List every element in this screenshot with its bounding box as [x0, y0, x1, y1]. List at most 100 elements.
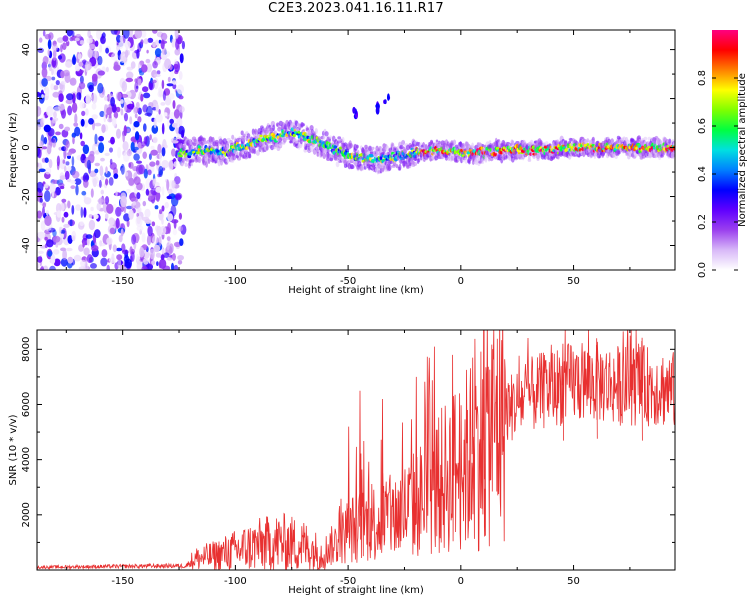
heatmap-noise-cell — [115, 190, 118, 197]
heatmap-trace-halo — [435, 139, 439, 143]
heatmap-trace-halo — [185, 155, 189, 163]
heatmap-echo-cell — [352, 106, 356, 114]
heatmap-noise-cell — [130, 141, 135, 152]
heatmap-noise-cell — [97, 55, 103, 66]
heatmap-noise-cell — [167, 222, 171, 234]
heatmap-noise-cell — [147, 169, 152, 176]
heatmap-trace-halo — [232, 154, 237, 161]
heatmap-noise-cell — [112, 104, 117, 113]
heatmap-noise-cell — [161, 248, 165, 254]
heatmap-noise-cell — [131, 234, 137, 245]
heatmap-noise-cell — [66, 30, 73, 37]
heatmap-noise-cell — [162, 47, 167, 55]
heatmap-noise-cell — [173, 109, 180, 119]
heatmap-noise-cell — [107, 118, 113, 123]
heatmap-noise-cell — [115, 217, 120, 229]
heatmap-noise-cell — [60, 232, 64, 239]
heatmap-noise-cell — [37, 146, 41, 157]
heatmap-echo-cell — [387, 93, 390, 101]
heatmap-noise-cell — [62, 159, 66, 164]
heatmap-noise-cell — [133, 121, 140, 128]
heatmap-noise-cell — [79, 40, 85, 45]
heatmap-noise-cell — [161, 160, 169, 169]
figure-title: C2E3.2023.041.16.11.R17 — [268, 1, 444, 16]
heatmap-noise-cell — [51, 187, 55, 198]
heatmap-noise-cell — [175, 194, 182, 201]
heatmap-noise-cell — [166, 83, 174, 87]
heatmap-noise-cell — [74, 113, 78, 125]
heatmap-noise-cell — [109, 147, 113, 153]
heatmap-trace-halo — [591, 140, 596, 145]
heatmap-trace-halo — [341, 136, 345, 144]
heatmap-noise-cell — [161, 147, 166, 157]
heatmap-trace-halo — [300, 123, 306, 127]
heatmap-noise-cell — [171, 38, 176, 48]
heatmap-noise-cell — [71, 30, 75, 37]
heatmap-noise-cell — [98, 142, 105, 154]
heatmap-noise-cell — [47, 250, 53, 257]
heatmap-noise-cell — [139, 247, 145, 258]
heatmap-echo-cell — [375, 103, 380, 109]
heatmap-noise-cell — [124, 102, 127, 112]
heatmap-noise-cell — [72, 136, 75, 145]
heatmap-noise-cell — [61, 129, 69, 138]
heatmap-noise-cell — [38, 37, 43, 43]
heatmap-noise-cell — [179, 238, 184, 247]
heatmap-noise-cell — [134, 113, 138, 119]
heatmap-noise-cell — [40, 220, 46, 231]
heatmap-trace-halo — [294, 139, 299, 144]
heatmap-trace-halo — [511, 140, 515, 146]
heatmap-noise-cell — [45, 86, 50, 97]
heatmap-trace-halo — [243, 133, 246, 138]
heatmap-noise-cell — [75, 65, 81, 72]
heatmap-trace-halo — [312, 143, 316, 148]
heatmap-noise-cell — [126, 149, 132, 157]
heatmap-noise-cell — [127, 128, 130, 133]
heatmap-noise-cell — [161, 123, 165, 135]
heatmap-noise-cell — [109, 158, 113, 165]
heatmap-noise-cell — [137, 116, 142, 123]
heatmap-noise-cell — [63, 148, 67, 160]
heatmap-noise-cell — [122, 141, 129, 151]
heatmap-trace-halo — [360, 164, 365, 171]
heatmap-noise-cell — [149, 248, 155, 260]
heatmap-noise-cell — [42, 55, 49, 65]
heatmap-trace-halo — [231, 134, 235, 140]
heatmap-noise-cell — [112, 244, 117, 253]
heatmap-noise-cell — [115, 206, 122, 217]
heatmap-noise-cell — [124, 112, 128, 122]
heatmap-noise-cell — [83, 247, 90, 256]
snr-y-tick-label: 6000 — [21, 392, 32, 417]
heatmap-noise-cell — [153, 244, 161, 253]
heatmap-noise-cell — [167, 213, 174, 222]
heatmap-noise-cell — [153, 73, 161, 78]
heatmap-noise-cell — [133, 153, 140, 161]
heatmap-noise-cell — [140, 39, 144, 45]
heatmap-noise-cell — [137, 78, 142, 86]
heatmap-noise-cell — [163, 112, 168, 117]
heatmap-noise-cell — [101, 249, 108, 258]
heatmap-noise-cell — [158, 236, 162, 247]
heatmap-trace-halo — [226, 157, 230, 164]
heatmap-noise-cell — [171, 122, 178, 128]
snr-y-tick-label: 4000 — [21, 447, 32, 472]
heatmap-noise-cell — [91, 245, 99, 252]
heatmap-trace-halo — [266, 144, 269, 151]
heatmap-noise-cell — [74, 126, 81, 137]
heatmap-noise-cell — [91, 114, 98, 120]
heatmap-noise-cell — [75, 33, 82, 39]
colorbar-label: Normalized spectral amplitude — [737, 73, 748, 227]
heatmap-noise-cell — [178, 212, 182, 220]
heatmap-trace-halo — [337, 140, 342, 144]
heatmap-noise-cell — [43, 183, 49, 189]
heatmap-noise-cell — [38, 250, 44, 254]
heatmap-x-tick-label: 50 — [567, 276, 580, 287]
colorbar-gradient — [712, 30, 738, 270]
heatmap-noise-cell — [37, 181, 44, 193]
heatmap-noise-cell — [151, 221, 156, 227]
heatmap-noise-cell — [51, 76, 56, 81]
snr-spike — [483, 340, 486, 480]
heatmap-noise-cell — [75, 184, 79, 196]
heatmap-noise-cell — [124, 49, 129, 58]
colorbar-tick-label: 0.0 — [697, 262, 708, 278]
